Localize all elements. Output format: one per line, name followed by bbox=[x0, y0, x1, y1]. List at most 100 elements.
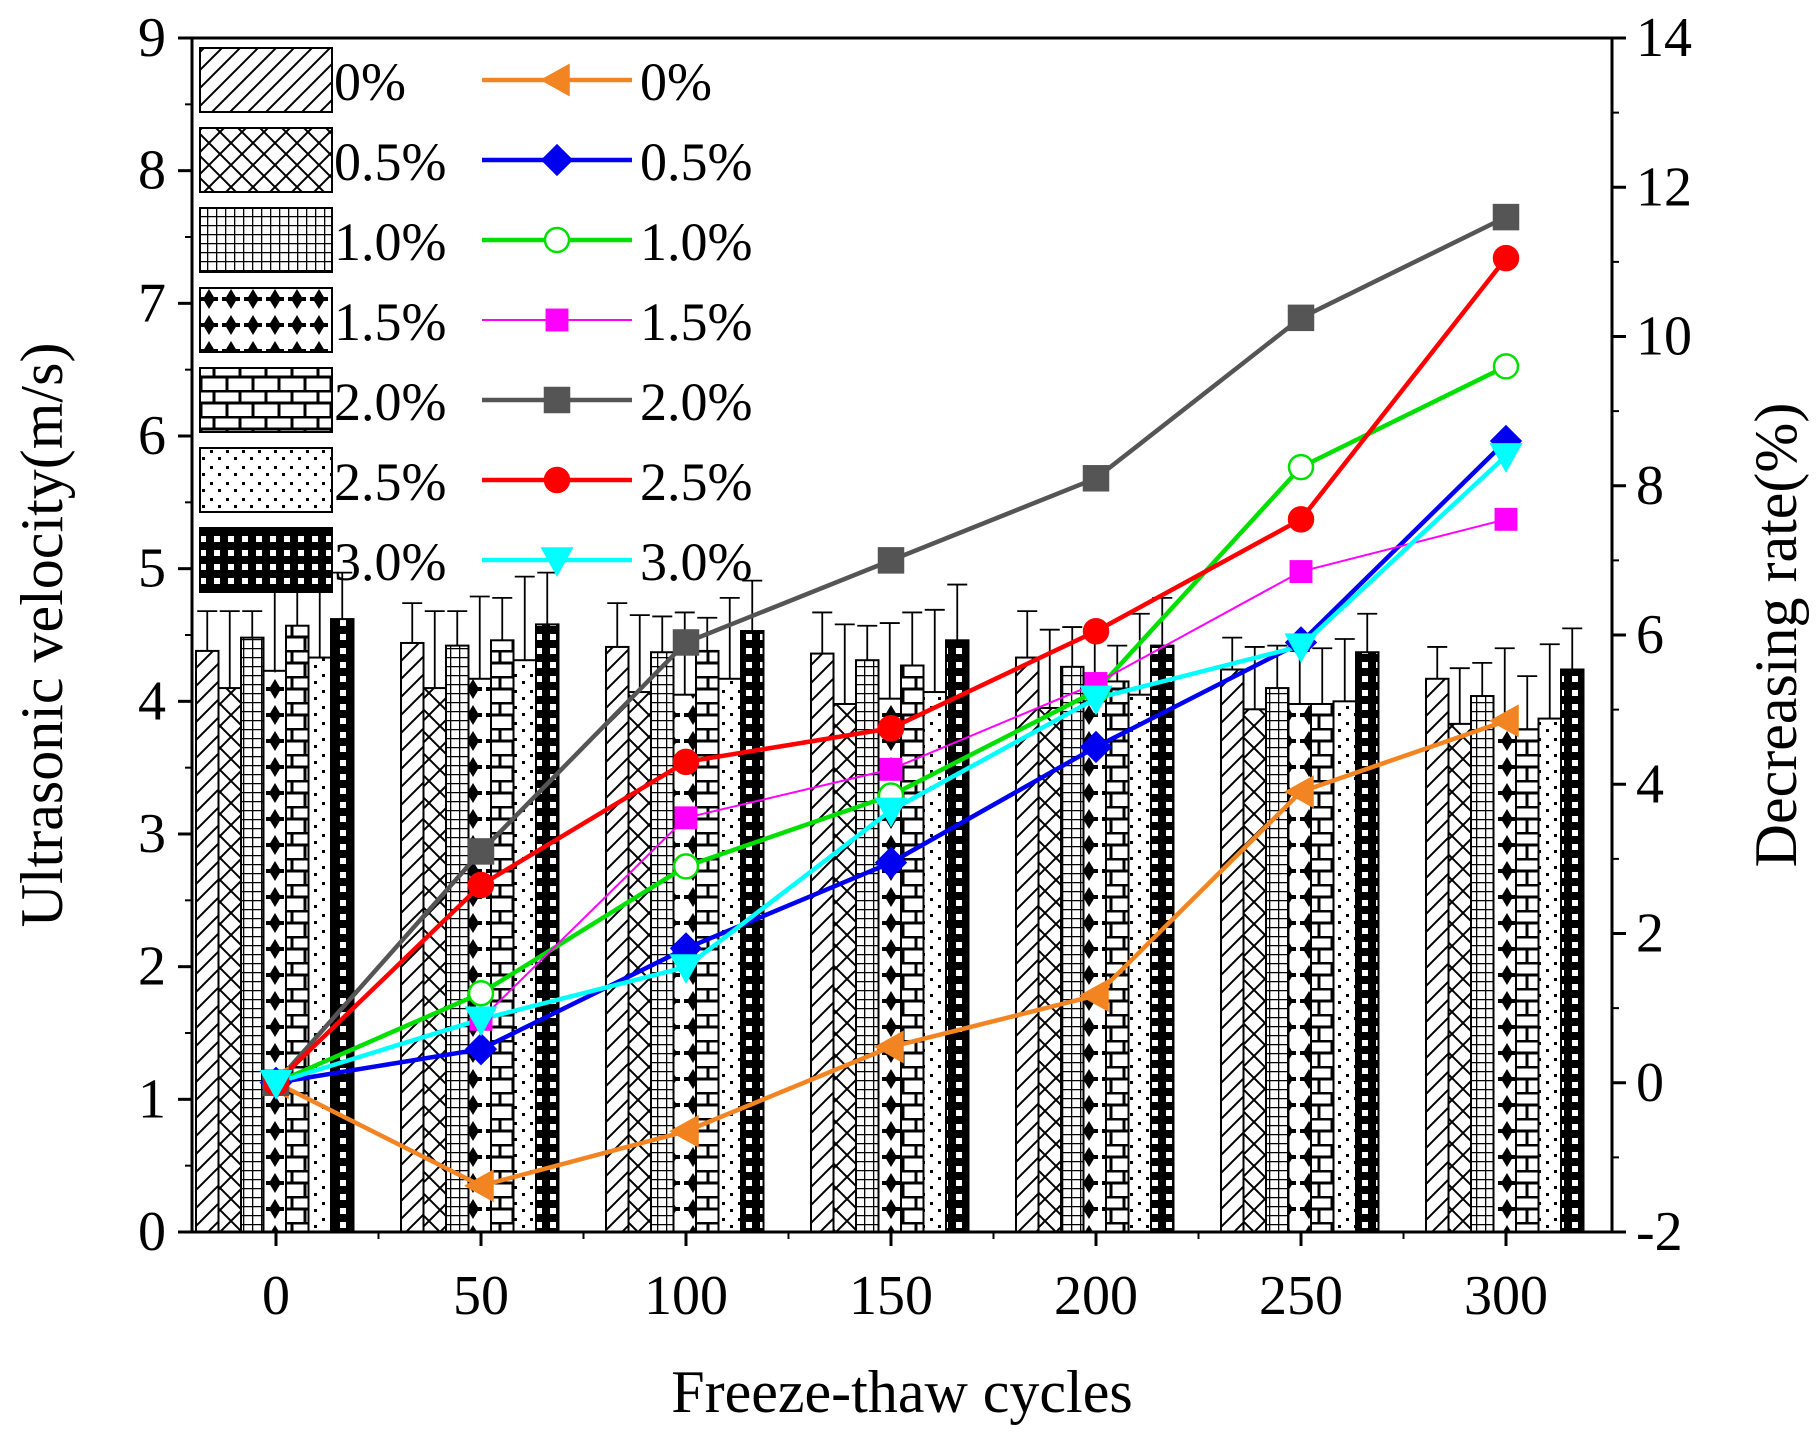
bar bbox=[605, 645, 630, 1233]
legend-label: 1.5% bbox=[640, 292, 752, 352]
data-point bbox=[1489, 704, 1519, 738]
data-point bbox=[1494, 507, 1518, 531]
data-point bbox=[874, 1030, 904, 1064]
x-tick-label: 50 bbox=[453, 1265, 509, 1327]
y2-tick-label: 2 bbox=[1636, 903, 1664, 965]
data-point bbox=[467, 871, 495, 899]
y2-axis-title: Decreasing rate(%) bbox=[1743, 403, 1809, 868]
legend-marker bbox=[540, 547, 574, 577]
y2-tick-label: 0 bbox=[1636, 1052, 1664, 1114]
legend: 0% 0.5% 1.0% 1.5% 2.0% 2.5% 3.0% 0% 0.5% 1.0% 1.5%… bbox=[199, 47, 752, 593]
bar bbox=[855, 659, 880, 1233]
bar bbox=[1560, 668, 1585, 1233]
legend-label: 0% bbox=[640, 52, 712, 112]
bars-layer bbox=[195, 571, 1585, 1234]
y-tick-label: 9 bbox=[138, 7, 166, 69]
y2-tick-label: 6 bbox=[1636, 604, 1664, 666]
data-point bbox=[1284, 633, 1318, 664]
bar bbox=[330, 618, 355, 1233]
legend-swatch bbox=[199, 447, 333, 513]
legend-swatch bbox=[199, 527, 333, 593]
bar bbox=[1015, 656, 1040, 1233]
legend-label: 2.5% bbox=[334, 452, 446, 512]
bar bbox=[512, 659, 537, 1233]
legend-marker bbox=[543, 226, 571, 254]
x-tick-label: 150 bbox=[849, 1265, 933, 1327]
bar bbox=[1447, 722, 1472, 1233]
legend-label: 3.0% bbox=[640, 532, 752, 592]
y-tick-label: 5 bbox=[138, 538, 166, 600]
data-point bbox=[464, 1033, 498, 1066]
data-point bbox=[877, 715, 905, 742]
data-point bbox=[1492, 244, 1520, 272]
data-point bbox=[467, 838, 495, 865]
data-point bbox=[1289, 560, 1313, 584]
bar bbox=[900, 664, 925, 1233]
bar bbox=[1037, 706, 1062, 1233]
legend-marker bbox=[543, 466, 571, 494]
bar bbox=[1082, 700, 1107, 1233]
legend-label: 3.0% bbox=[334, 532, 446, 592]
bar bbox=[1105, 680, 1130, 1233]
bar bbox=[1492, 722, 1517, 1233]
data-point bbox=[672, 629, 700, 656]
bar bbox=[1515, 728, 1540, 1234]
legend-marker bbox=[543, 386, 571, 414]
y-tick-label: 1 bbox=[138, 1068, 166, 1130]
data-point bbox=[874, 797, 908, 828]
y2-tick-label: 14 bbox=[1636, 7, 1692, 69]
data-point bbox=[467, 979, 495, 1007]
legend-label: 2.0% bbox=[334, 372, 446, 432]
data-point bbox=[464, 1169, 494, 1203]
data-point bbox=[877, 547, 905, 574]
y-axis-title: Ultrasonic velocity(m/s) bbox=[9, 343, 75, 928]
bar bbox=[1127, 693, 1152, 1233]
bar bbox=[285, 624, 310, 1233]
lines-layer bbox=[259, 203, 1523, 1203]
data-point bbox=[674, 806, 698, 830]
x-tick-label: 0 bbox=[262, 1265, 290, 1327]
data-point bbox=[1287, 453, 1315, 481]
bar bbox=[1537, 717, 1562, 1233]
data-point bbox=[1082, 465, 1110, 492]
bar bbox=[1242, 708, 1267, 1233]
bar bbox=[1355, 651, 1380, 1233]
bar bbox=[1470, 695, 1495, 1233]
legend-label: 2.0% bbox=[640, 372, 752, 432]
data-point bbox=[1489, 443, 1523, 473]
y2-tick-label: 8 bbox=[1636, 455, 1664, 517]
data-point bbox=[1079, 978, 1109, 1012]
y-tick-label: 8 bbox=[138, 140, 166, 202]
bar bbox=[1060, 665, 1085, 1233]
x-axis-title: Freeze-thaw cycles bbox=[671, 1359, 1132, 1425]
data-point bbox=[1079, 730, 1113, 764]
bar bbox=[422, 687, 447, 1233]
data-point bbox=[464, 1006, 498, 1037]
x-tick-label: 250 bbox=[1259, 1265, 1343, 1327]
y-tick-label: 2 bbox=[138, 936, 166, 998]
x-tick-label: 300 bbox=[1464, 1265, 1548, 1327]
legend-label: 1.0% bbox=[334, 212, 446, 272]
y-tick-label: 0 bbox=[138, 1201, 166, 1263]
legend-label: 2.5% bbox=[640, 452, 752, 512]
y2-tick-label: 10 bbox=[1636, 306, 1692, 368]
data-point bbox=[1079, 685, 1113, 716]
bar bbox=[262, 669, 287, 1233]
data-point bbox=[1287, 304, 1315, 332]
x-tick-label: 200 bbox=[1054, 1265, 1138, 1327]
bar bbox=[832, 702, 857, 1233]
data-point bbox=[672, 748, 700, 776]
legend-swatch bbox=[199, 47, 333, 113]
bar bbox=[240, 636, 265, 1233]
legend-marker bbox=[540, 143, 574, 177]
legend-label: 1.0% bbox=[640, 212, 752, 272]
bar bbox=[945, 639, 970, 1233]
data-point bbox=[879, 757, 903, 781]
bar bbox=[740, 630, 765, 1233]
legend-swatch bbox=[199, 367, 333, 433]
bar bbox=[1425, 677, 1450, 1233]
y2-tick-label: 4 bbox=[1636, 753, 1664, 815]
